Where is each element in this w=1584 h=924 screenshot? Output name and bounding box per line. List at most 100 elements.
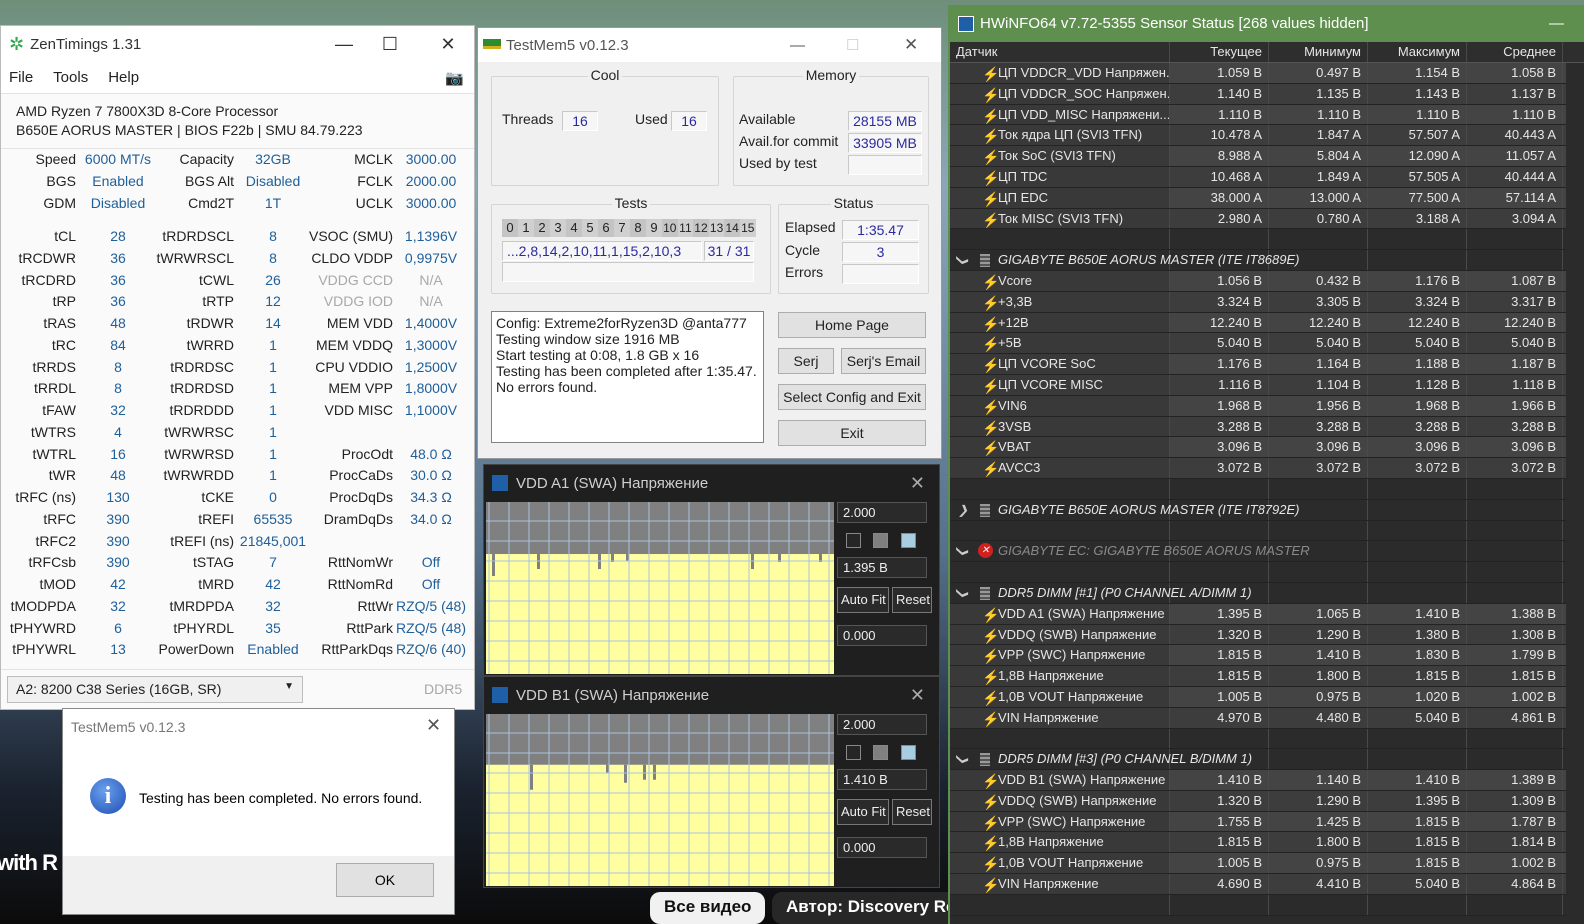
color-swatch-line[interactable] [901, 533, 916, 548]
timing-value: 28 [110, 228, 126, 244]
reset-button[interactable]: Reset [892, 587, 932, 613]
module-select[interactable]: A2: 8200 C38 Series (16GB, SR) ▼ [7, 676, 303, 703]
sensor-row[interactable]: ⚡ VPP (SWC) Напряжение 1.815 В 1.410 В 1.830… [950, 645, 1584, 667]
sensor-row[interactable]: ⚡ Ток ядра ЦП (SVI3 TFN) 10.478 A 1.847 A 57… [950, 125, 1584, 147]
color-swatch-grid-fill[interactable] [873, 533, 888, 548]
sensor-row[interactable]: ⚡ 1,8В Напряжение 1.815 В 1.800 В 1.815 В 1.8… [950, 832, 1584, 854]
menu-tools[interactable]: Tools [53, 69, 89, 86]
author-chip[interactable]: Автор: Discovery Re [772, 892, 970, 924]
serj-button[interactable]: Serj [778, 348, 834, 374]
col-max[interactable]: Максимум [1368, 42, 1467, 62]
color-swatch-line[interactable] [901, 745, 916, 760]
minimize-button[interactable]: — [1549, 15, 1564, 32]
chevron-down-icon[interactable]: ❯ [956, 546, 971, 557]
sensor-row[interactable]: ⚡ VDD B1 (SWA) Напряжение 1.410 В 1.140 В 1.… [950, 770, 1584, 791]
col-current[interactable]: Текущее [1170, 42, 1269, 62]
close-button[interactable]: ✕ [909, 684, 925, 705]
cell-text: 1.140 В [1316, 772, 1361, 788]
sensor-group-header[interactable]: ❯ GIGABYTE B650E AORUS MASTER (ITE IT8689… [950, 250, 1584, 271]
color-swatch-grid-fill[interactable] [873, 745, 888, 760]
maximize-button[interactable]: ☐ [381, 34, 399, 54]
sensor-row[interactable]: ⚡ +12В 12.240 В 12.240 В 12.240 В 12.240 В [950, 312, 1584, 334]
sensor-row[interactable]: ⚡ 1,0В VOUT Напряжение 1.005 В 0.975 В 1.815… [950, 853, 1584, 875]
serj-email-button[interactable]: Serj's Email [841, 348, 926, 374]
sensor-row[interactable]: ⚡ +3,3В 3.324 В 3.305 В 3.324 В 3.317 В [950, 291, 1584, 313]
sensor-row[interactable]: ⚡ ЦП VCORE MISC 1.116 В 1.104 В 1.128 В 1.118… [950, 374, 1584, 396]
close-button[interactable]: ✕ [904, 35, 919, 54]
title-bar[interactable]: VDD A1 (SWA) Напряжение ✕ [484, 465, 939, 501]
min-value: 1.847 A [1269, 125, 1368, 146]
auto-fit-button[interactable]: Auto Fit [837, 799, 889, 825]
ok-button[interactable]: OK [336, 863, 434, 897]
exit-button[interactable]: Exit [778, 420, 926, 446]
reset-button[interactable]: Reset [892, 799, 932, 825]
scale-max-field[interactable]: 2.000 [837, 714, 927, 735]
sensor-row[interactable]: ⚡ Vcore 1.056 В 0.432 В 1.176 В 1.087 В [950, 270, 1584, 292]
title-bar[interactable]: ✲ ZenTimings 1.31 [1, 26, 474, 62]
close-button[interactable]: ✕ [440, 34, 456, 54]
sensor-row[interactable]: ⚡ VIN6 1.968 В 1.956 В 1.968 В 1.966 В [950, 395, 1584, 417]
sensor-row[interactable]: ⚡ VDD A1 (SWA) Напряжение 1.395 В 1.065 В 1.… [950, 603, 1584, 625]
scale-min-field[interactable]: 0.000 [837, 837, 927, 858]
minimize-button[interactable]: — [790, 36, 805, 54]
camera-icon[interactable]: 📷 [445, 69, 464, 87]
threads-field[interactable]: 16 [562, 111, 598, 131]
col-avg[interactable]: Среднее [1467, 42, 1563, 62]
title-bar[interactable]: TestMem5 v0.12.3 — ☐ ✕ [478, 28, 941, 62]
sensor-row[interactable]: ⚡ 1,0В VOUT Напряжение 1.005 В 0.975 В 1.020… [950, 686, 1584, 708]
chevron-down-icon[interactable]: ❯ [956, 587, 971, 598]
sensor-group-header[interactable]: ❯ DDR5 DIMM [#3] (P0 CHANNEL B/DIMM 1) [950, 749, 1584, 771]
cell-text: 4.861 В [1511, 709, 1556, 725]
all-videos-chip[interactable]: Все видео [650, 892, 766, 924]
scale-max-field[interactable]: 2.000 [837, 502, 927, 523]
cell-text: 1.118 В [1512, 376, 1556, 392]
sensor-row[interactable]: ⚡ +5В 5.040 В 5.040 В 5.040 В 5.040 В [950, 333, 1584, 355]
chevron-down-icon[interactable]: ❯ [956, 754, 971, 765]
sensor-row[interactable]: ⚡ ЦП VDDCR_SOC Напряжен... 1.140 В 1.135 В 1… [950, 83, 1584, 105]
minimize-button[interactable]: — [335, 34, 353, 54]
cell-text: 0.497 В [1316, 65, 1361, 80]
close-button[interactable]: ✕ [909, 472, 925, 493]
title-bar[interactable]: VDD B1 (SWA) Напряжение ✕ [484, 677, 939, 713]
sensor-row[interactable]: ⚡ ЦП TDC 10.468 A 1.849 A 57.505 A 40.444 A [950, 166, 1584, 188]
max-value: 1.176 В [1368, 270, 1467, 291]
menu-help[interactable]: Help [108, 69, 140, 86]
col-min[interactable]: Минимум [1269, 42, 1368, 62]
sensor-row[interactable]: ⚡ VBAT 3.096 В 3.096 В 3.096 В 3.096 В [950, 437, 1584, 459]
close-icon[interactable]: ✕ [426, 715, 442, 735]
sensor-row[interactable]: ⚡ ЦП VDD_MISC Напряжени... 1.110 В 1.110 В 1… [950, 104, 1584, 126]
sensor-group-header[interactable]: ❯ DDR5 DIMM [#1] (P0 CHANNEL A/DIMM 1) [950, 582, 1584, 604]
scale-min-field[interactable]: 0.000 [837, 625, 927, 646]
sensor-row[interactable]: ⚡ Ток SoC (SVI3 TFN) 8.988 A 5.804 A 12.090 … [950, 146, 1584, 167]
sensor-group-header[interactable]: ❯ ✕ GIGABYTE EC: GIGABYTE B650E AORUS MAST… [950, 541, 1584, 563]
auto-fit-button[interactable]: Auto Fit [837, 587, 889, 613]
used-field[interactable]: 16 [671, 111, 707, 131]
sensor-row[interactable]: ⚡ 1,8В Напряжение 1.815 В 1.800 В 1.815 В 1.8… [950, 666, 1584, 687]
color-swatch-background[interactable] [846, 533, 861, 548]
avg-value: 1.966 В [1467, 395, 1563, 416]
sensor-row[interactable]: ⚡ Ток MISC (SVI3 TFN) 2.980 A 0.780 A 3.188 … [950, 208, 1584, 230]
sensor-row[interactable]: ⚡ VIN Напряжение 4.970 В 4.480 В 5.040 В 4.86… [950, 707, 1584, 729]
sensor-row[interactable]: ⚡ ЦП VDDCR_VDD Напряжен... 1.059 В 0.497 В 1… [950, 63, 1584, 84]
chevron-down-icon[interactable]: ❯ [956, 255, 971, 266]
sensor-row[interactable]: ⚡ VDDQ (SWB) Напряжение 1.320 В 1.290 В 1.39… [950, 790, 1584, 812]
col-sensor[interactable]: Датчик [950, 42, 1170, 62]
color-swatch-background[interactable] [846, 745, 861, 760]
sensor-row[interactable]: ⚡ VIN Напряжение 4.690 В 4.410 В 5.040 В 4.86… [950, 874, 1584, 895]
sensor-row[interactable]: ⚡ ЦП EDC 38.000 A 13.000 A 77.500 A 57.114 A [950, 187, 1584, 209]
menu-file[interactable]: File [9, 69, 34, 86]
current-value: 1.059 В [1170, 63, 1269, 83]
sensor-row[interactable]: ⚡ 3VSB 3.288 В 3.288 В 3.288 В 3.288 В [950, 416, 1584, 438]
select-config-exit-button[interactable]: Select Config and Exit [778, 384, 926, 410]
home-page-button[interactable]: Home Page [778, 312, 926, 338]
sensor-row[interactable]: ⚡ ЦП VCORE SoC 1.176 В 1.164 В 1.188 В 1.187 … [950, 354, 1584, 375]
chevron-right-icon[interactable]: ❯ [958, 502, 969, 517]
sensor-row[interactable]: ⚡ VDDQ (SWB) Напряжение 1.320 В 1.290 В 1.38… [950, 624, 1584, 646]
sensor-row[interactable]: ⚡ AVCC3 3.072 В 3.072 В 3.072 В 3.072 В [950, 458, 1584, 479]
sensor-row[interactable]: ⚡ VPP (SWC) Напряжение 1.755 В 1.425 В 1.815… [950, 811, 1584, 833]
sensor-group-header[interactable]: ❯ GIGABYTE B650E AORUS MASTER (ITE IT8792… [950, 499, 1584, 521]
log-textarea[interactable]: Config: Extreme2forRyzen3D @anta777 Test… [491, 311, 764, 443]
timing-label: tWRWRSC [164, 423, 234, 440]
title-bar[interactable]: HWiNFO64 v7.72-5355 Sensor Status [268 v… [950, 5, 1584, 42]
scrollbar[interactable] [1566, 63, 1584, 924]
